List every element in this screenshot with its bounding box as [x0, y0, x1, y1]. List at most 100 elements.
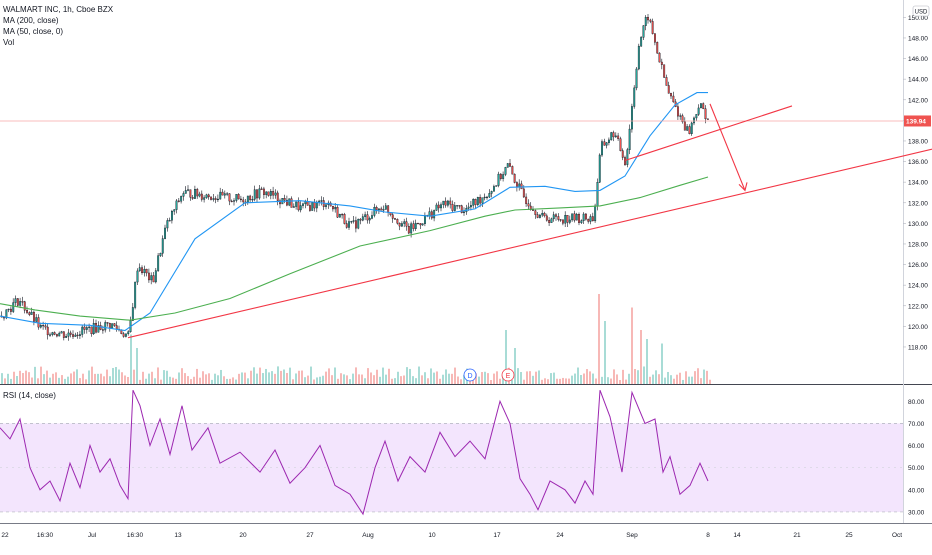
candle-body [60, 331, 63, 334]
volume-bar [532, 375, 534, 384]
candle-body [578, 214, 580, 223]
candle-body [681, 115, 684, 123]
volume-bar [658, 374, 660, 384]
volume-bar [307, 375, 309, 384]
candle-body [654, 33, 656, 43]
chart-legend: WALMART INC, 1h, Cboe BZX MA (200, close… [3, 4, 113, 48]
candle-body [543, 212, 546, 217]
volume-bar [697, 368, 699, 384]
candle-body [233, 200, 236, 202]
candle-body [527, 203, 530, 207]
volume-bar [613, 369, 615, 384]
volume-bar [169, 376, 171, 384]
volume-bar [619, 379, 621, 384]
candle-body [375, 207, 378, 211]
candle-body [203, 197, 206, 200]
candle-body [640, 37, 643, 47]
candle-body [104, 322, 107, 331]
dividend-marker[interactable]: D [463, 368, 477, 382]
candle-body [605, 142, 608, 146]
volume-bar [148, 373, 150, 384]
candle-body [601, 141, 603, 156]
candle-body [230, 200, 233, 203]
volume-bar [202, 371, 204, 384]
candle-body [460, 205, 463, 214]
candle-body [272, 190, 275, 196]
candle-body [95, 323, 98, 333]
candle-body [552, 214, 555, 220]
candle-body [582, 213, 585, 221]
candle-body [564, 215, 567, 224]
volume-bar [388, 368, 390, 384]
volume-legend[interactable]: Vol [3, 38, 15, 47]
candle-body [419, 223, 422, 226]
candle-body [407, 226, 410, 234]
candle-body [672, 95, 675, 103]
volume-bar [334, 367, 336, 384]
candle-body [309, 205, 311, 211]
volume-bar [244, 372, 246, 384]
candle-body [594, 205, 597, 222]
price-tick-label: 132.00 [908, 200, 928, 207]
candle-body [502, 174, 505, 179]
candle-body [111, 323, 114, 329]
candle-body [210, 196, 213, 200]
volume-bar [31, 377, 33, 384]
volume-bar [241, 372, 243, 384]
candle-body [357, 218, 360, 229]
candle-body [143, 268, 146, 274]
candle-body [90, 326, 93, 335]
candle-body [78, 334, 81, 336]
candle-body [548, 220, 551, 223]
candle-body [269, 190, 272, 196]
volume-bar [661, 343, 663, 384]
rsi-legend[interactable]: RSI (14, close) [3, 390, 56, 401]
marker-letter: D [467, 373, 472, 380]
volume-bar [565, 378, 567, 384]
volume-bar [583, 373, 585, 384]
volume-bar [1, 373, 3, 384]
volume-bar [529, 371, 531, 384]
volume-bar [511, 379, 513, 384]
ma50-legend[interactable]: MA (50, close, 0) [3, 27, 64, 36]
rsi-tick-label: 60.00 [908, 443, 925, 450]
candle-body [189, 189, 192, 198]
candle-body [173, 209, 176, 212]
price-tick-label: 146.00 [908, 56, 928, 63]
candle-body [414, 222, 417, 229]
earnings-marker[interactable]: E [501, 368, 515, 382]
marker-circle [463, 368, 477, 382]
candle-body [541, 212, 544, 216]
candle-body [97, 325, 100, 333]
time-tick-label: 21 [793, 532, 801, 539]
candle-body [660, 61, 663, 65]
candle-body [686, 126, 689, 131]
volume-bar [526, 371, 528, 384]
ma200-legend[interactable]: MA (200, close) [3, 16, 59, 25]
rsi-tick-label: 80.00 [908, 399, 925, 406]
candle-body [279, 200, 281, 205]
candle-body [101, 329, 104, 331]
candle-body [228, 193, 231, 202]
time-tick-label: Jul [88, 532, 97, 539]
candle-body [677, 106, 679, 117]
candle-body [679, 115, 682, 117]
volume-bar [436, 371, 438, 384]
volume-bar [289, 367, 291, 384]
volume-bar [562, 377, 564, 384]
volume-bar [655, 370, 657, 384]
symbol-title[interactable]: WALMART INC, 1h, Cboe BZX [3, 5, 114, 14]
volume-bar [361, 374, 363, 384]
candle-body [235, 194, 238, 201]
volume-bar [457, 376, 459, 384]
candle-body [401, 223, 403, 227]
candle-body [525, 196, 528, 204]
volume-bar [19, 370, 21, 384]
candle-body [591, 216, 594, 222]
volume-bar [463, 375, 465, 384]
candle-body [191, 197, 194, 199]
last-price-tag: 139.94 [904, 115, 931, 127]
volume-bar [406, 367, 408, 384]
candle-body [458, 205, 461, 207]
